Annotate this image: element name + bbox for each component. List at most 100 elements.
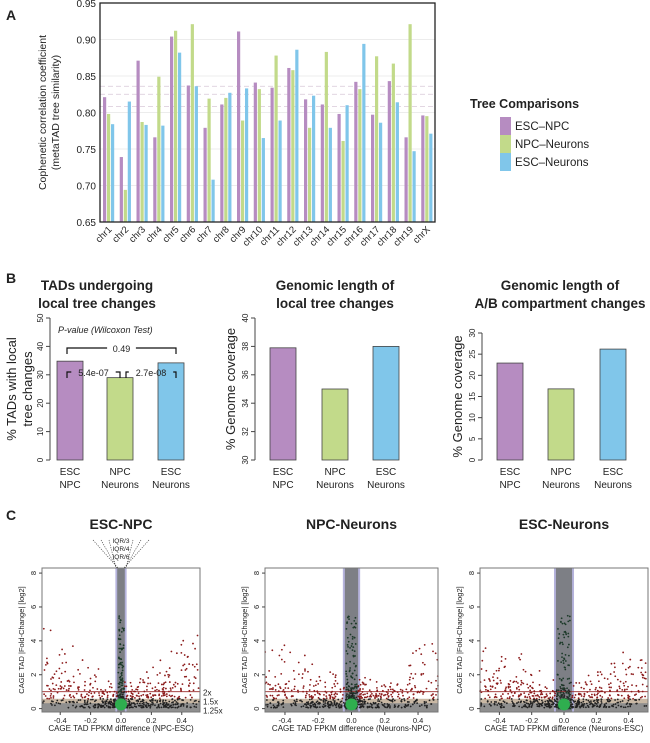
data-point bbox=[593, 704, 596, 707]
data-point bbox=[500, 660, 503, 663]
y-tick-label: 30 bbox=[468, 328, 477, 337]
data-point bbox=[588, 701, 591, 703]
data-point bbox=[564, 623, 567, 626]
data-point bbox=[163, 701, 166, 704]
data-point bbox=[322, 700, 325, 703]
data-point bbox=[142, 679, 144, 681]
data-point bbox=[644, 662, 647, 665]
bar-chr2-1 bbox=[123, 189, 127, 222]
data-point bbox=[171, 698, 174, 701]
data-point bbox=[383, 703, 386, 705]
data-point bbox=[568, 643, 570, 646]
data-point bbox=[484, 685, 486, 688]
data-point bbox=[568, 615, 571, 618]
data-point bbox=[60, 686, 63, 689]
data-point bbox=[119, 638, 122, 641]
data-point bbox=[561, 643, 564, 646]
data-point bbox=[430, 703, 433, 705]
x-tick-label: NPC bbox=[499, 480, 520, 491]
data-point bbox=[165, 706, 168, 708]
data-point bbox=[140, 694, 143, 697]
data-point bbox=[79, 705, 82, 708]
data-point bbox=[48, 688, 51, 690]
data-point bbox=[562, 688, 565, 691]
data-point bbox=[331, 686, 334, 689]
data-point bbox=[535, 694, 537, 697]
data-point bbox=[159, 700, 161, 703]
data-point bbox=[65, 689, 68, 691]
data-point bbox=[635, 684, 638, 687]
data-point bbox=[345, 707, 348, 710]
data-point bbox=[562, 659, 565, 662]
data-point bbox=[383, 684, 386, 686]
data-point bbox=[325, 695, 328, 698]
bar-chr10-2 bbox=[261, 138, 265, 222]
data-point bbox=[613, 662, 616, 665]
data-point bbox=[334, 685, 336, 688]
data-point bbox=[560, 693, 563, 696]
data-point bbox=[492, 676, 494, 679]
data-point bbox=[349, 696, 352, 698]
data-point bbox=[312, 703, 315, 706]
data-point bbox=[298, 673, 300, 676]
x-tick-label: 0.4 bbox=[623, 716, 633, 725]
data-point bbox=[154, 694, 156, 696]
data-point bbox=[121, 627, 124, 630]
data-point bbox=[425, 687, 428, 690]
data-point bbox=[120, 630, 123, 633]
y-tick-label: 0.75 bbox=[77, 145, 97, 156]
pvalue-label: 5.4e-07 bbox=[78, 368, 109, 378]
data-point bbox=[611, 704, 614, 707]
data-point bbox=[551, 689, 554, 692]
data-point bbox=[183, 675, 186, 678]
data-point bbox=[530, 691, 533, 694]
data-point bbox=[162, 683, 165, 686]
bar-chr3-0 bbox=[136, 60, 140, 222]
data-point bbox=[630, 690, 633, 693]
data-point bbox=[386, 693, 389, 696]
data-point bbox=[560, 621, 562, 624]
data-point bbox=[125, 691, 128, 693]
data-point bbox=[159, 659, 162, 662]
data-point bbox=[175, 701, 178, 703]
data-point bbox=[412, 697, 415, 699]
data-point bbox=[172, 701, 175, 703]
data-point bbox=[345, 672, 348, 675]
data-point bbox=[590, 693, 593, 696]
data-point bbox=[350, 622, 353, 625]
data-point bbox=[110, 682, 112, 685]
data-point bbox=[507, 683, 510, 685]
data-point bbox=[90, 692, 93, 695]
data-point bbox=[591, 696, 594, 699]
data-point bbox=[496, 677, 499, 679]
data-point bbox=[64, 670, 67, 673]
data-point bbox=[637, 666, 640, 669]
data-point bbox=[77, 688, 80, 691]
data-point bbox=[165, 695, 168, 698]
data-point bbox=[172, 706, 174, 709]
data-point bbox=[486, 700, 489, 702]
data-point bbox=[531, 695, 534, 697]
data-point bbox=[121, 661, 123, 664]
data-point bbox=[619, 700, 622, 703]
data-point bbox=[635, 702, 638, 705]
y-tick-label: 8 bbox=[252, 571, 261, 575]
data-point bbox=[515, 686, 518, 689]
data-point bbox=[423, 702, 426, 705]
data-point bbox=[529, 697, 532, 700]
y-tick-label: 0 bbox=[252, 707, 261, 711]
data-point bbox=[139, 677, 142, 680]
data-point bbox=[377, 700, 379, 702]
data-point bbox=[120, 681, 123, 684]
data-point bbox=[488, 696, 491, 699]
data-point bbox=[554, 699, 557, 702]
data-point bbox=[630, 703, 633, 706]
data-point bbox=[138, 698, 141, 701]
data-point bbox=[316, 692, 319, 694]
data-point bbox=[420, 704, 423, 706]
data-point bbox=[560, 661, 563, 664]
data-point bbox=[163, 704, 166, 707]
bar-chr5-0 bbox=[170, 36, 174, 222]
data-point bbox=[89, 689, 91, 692]
